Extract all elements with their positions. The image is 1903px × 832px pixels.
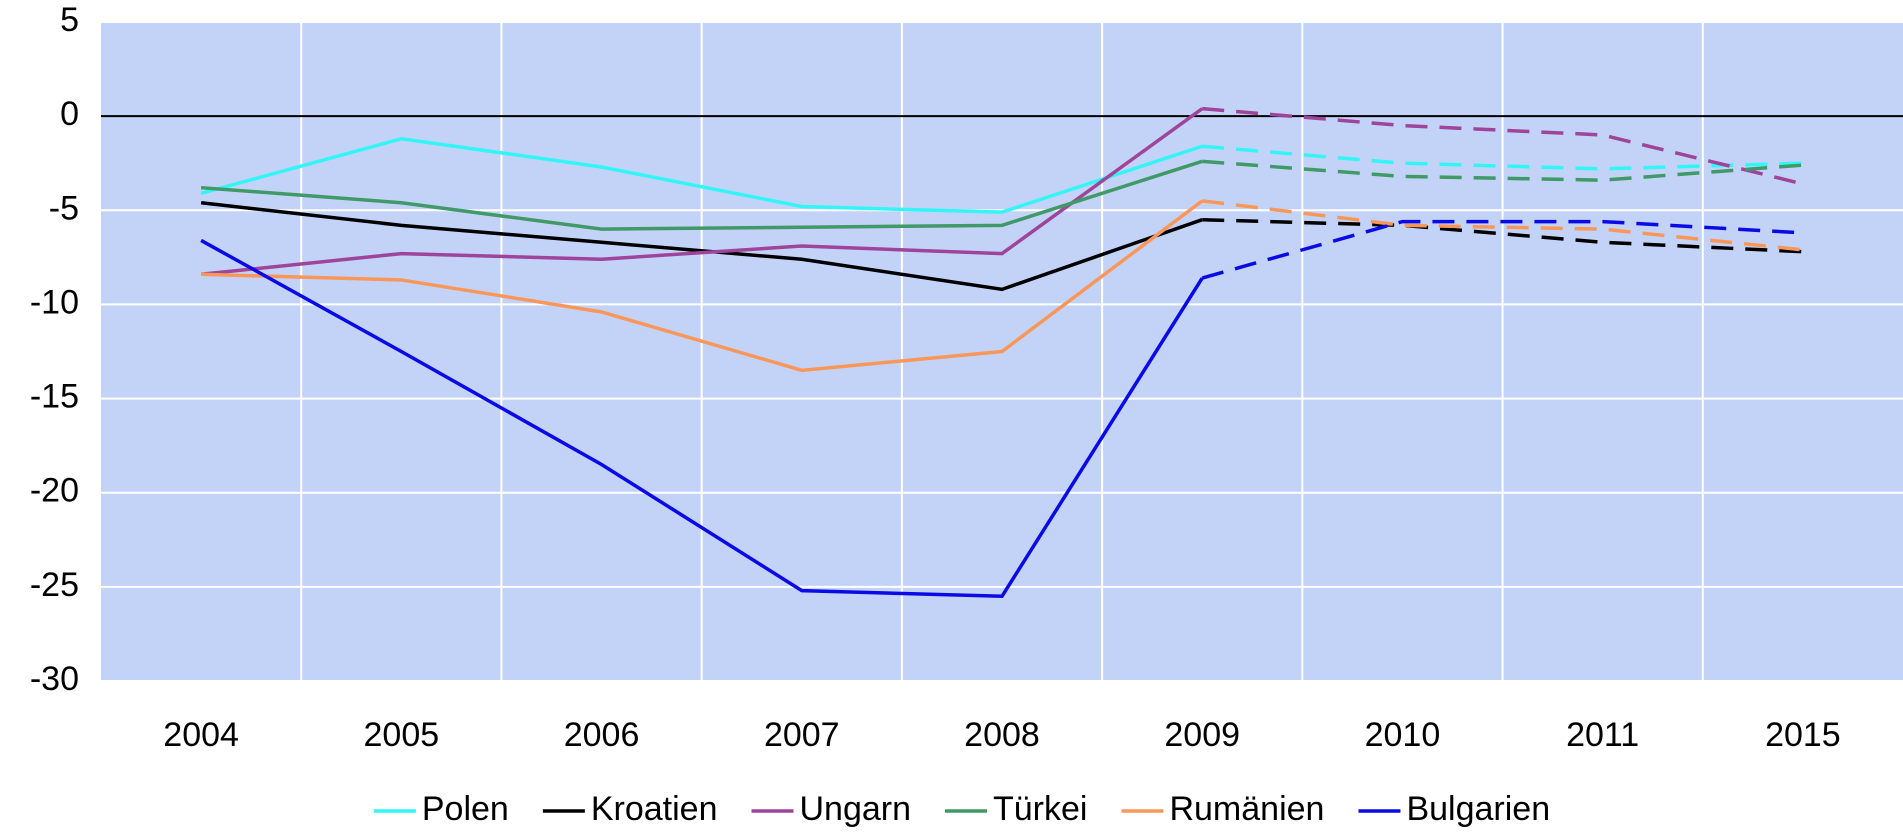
series-line [200, 201, 1203, 292]
y-tick-label: -30 [30, 660, 79, 698]
legend-label: Rumänien [1169, 790, 1324, 828]
y-tick-label: -20 [30, 472, 79, 510]
x-tick-label: 2011 [1566, 716, 1639, 754]
x-tick-label: 2015 [1765, 716, 1841, 754]
legend-label: Kroatien [591, 790, 718, 828]
series-line [200, 159, 1203, 231]
y-tick-label: -15 [30, 378, 79, 416]
y-tick-label: -10 [30, 283, 79, 321]
x-tick-label: 2007 [764, 716, 840, 754]
x-tick-label: 2005 [364, 716, 440, 754]
x-tick-label: 2010 [1365, 716, 1441, 754]
x-tick-label: 2009 [1164, 716, 1240, 754]
series-line [200, 238, 1204, 599]
y-tick-label: -5 [49, 189, 79, 227]
x-tick-label: 2006 [564, 716, 640, 754]
x-tick-label: 2004 [163, 716, 239, 754]
legend-label: Bulgarien [1406, 790, 1550, 828]
y-tick-label: -25 [30, 566, 79, 604]
legend-label: Türkei [993, 790, 1087, 828]
x-tick-label: 2008 [964, 716, 1040, 754]
series-line [201, 199, 1204, 373]
series-line-dashed [1201, 219, 1803, 280]
y-tick-label: 0 [60, 95, 79, 133]
series-line [200, 107, 1204, 277]
legend-label: Ungarn [799, 790, 911, 828]
series-line [200, 136, 1203, 214]
y-tick-label: 5 [60, 1, 79, 39]
legend-label: Polen [422, 790, 509, 828]
